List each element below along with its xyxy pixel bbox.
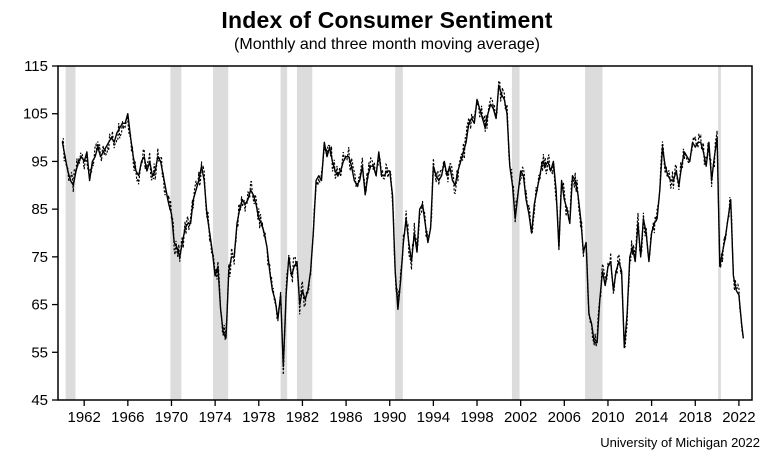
recession-band: [280, 66, 288, 400]
source-caption: University of Michigan 2022: [600, 435, 760, 450]
x-tick-label: 1974: [198, 409, 231, 426]
recession-band: [511, 66, 520, 400]
recession-band: [395, 66, 403, 400]
recession-band: [170, 66, 182, 400]
x-tick-label: 1978: [242, 409, 275, 426]
monthly-line: [61, 79, 744, 375]
x-tick-label: 1994: [417, 409, 450, 426]
y-tick-label: 65: [31, 297, 48, 314]
x-tick-label: 1990: [373, 409, 406, 426]
x-tick-label: 2002: [504, 409, 537, 426]
moving-average-line: [61, 84, 744, 368]
x-tick-label: 1962: [68, 409, 101, 426]
y-tick-label: 95: [31, 153, 48, 170]
recession-band: [296, 66, 313, 400]
x-tick-label: 1970: [155, 409, 188, 426]
recession-band: [585, 66, 603, 400]
chart-title: Index of Consumer Sentiment: [221, 7, 553, 33]
x-tick-label: 1966: [111, 409, 144, 426]
y-tick-label: 45: [31, 392, 48, 409]
x-tick-label: 2022: [722, 409, 755, 426]
y-tick-label: 75: [31, 249, 48, 266]
x-tick-label: 2010: [591, 409, 624, 426]
recession-band: [212, 66, 229, 400]
plot-border: [57, 65, 753, 401]
y-tick-label: 55: [31, 344, 48, 361]
y-tick-label: 105: [23, 106, 48, 123]
x-tick-label: 2014: [635, 409, 668, 426]
sentiment-chart: 45 55 65 75 85 95 105 115 1962 1966 1970 1974 1978 19…: [23, 58, 756, 426]
y-tick-label: 85: [31, 201, 48, 218]
x-tick-label: 2018: [679, 409, 712, 426]
x-tick-label: 2006: [548, 409, 581, 426]
x-tick-label: 1986: [329, 409, 362, 426]
chart-subtitle: (Monthly and three month moving average): [234, 36, 540, 53]
x-tick-label: 1982: [286, 409, 319, 426]
y-tick-label: 115: [24, 58, 48, 75]
recession-band: [65, 66, 76, 400]
x-tick-label: 1998: [460, 409, 493, 426]
